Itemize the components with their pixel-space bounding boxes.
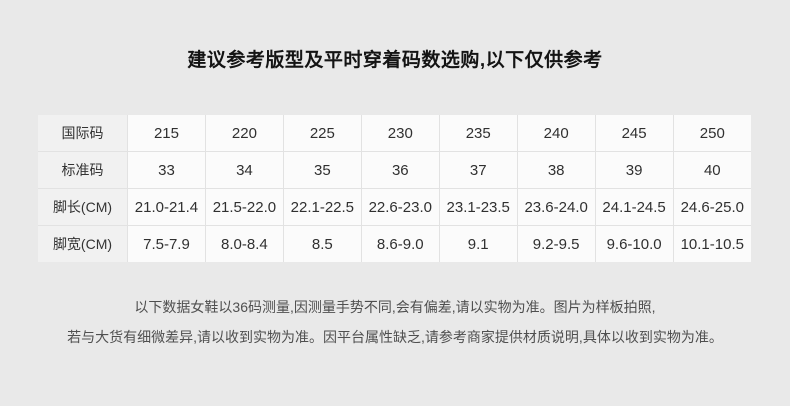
row-header-foot-length: 脚长(CM) xyxy=(38,188,128,226)
table-cell: 7.5-7.9 xyxy=(127,225,206,262)
row-header-foot-width: 脚宽(CM) xyxy=(38,225,128,262)
row-header-standard-size: 标准码 xyxy=(38,151,128,189)
table-cell: 40 xyxy=(672,151,751,189)
table-cell: 240 xyxy=(516,115,596,152)
table-cell: 21.0-21.4 xyxy=(127,188,206,226)
page-title: 建议参考版型及平时穿着码数选购,以下仅供参考 xyxy=(187,50,603,71)
table-cell: 9.2-9.5 xyxy=(516,225,596,262)
table-cell: 10.1-10.5 xyxy=(672,225,751,262)
table-cell: 220 xyxy=(204,115,284,152)
disclaimer-line-1: 以下数据女鞋以36码测量,因测量手势不同,会有偏差,请以实物为准。图片为样板拍照… xyxy=(134,299,656,315)
disclaimer-line-2: 若与大货有细微差异,请以收到实物为准。因平台属性缺乏,请参考商家提供材质说明,具… xyxy=(67,329,723,345)
table-cell: 8.5 xyxy=(282,225,362,262)
table-cell: 39 xyxy=(594,151,674,189)
table-row-standard-size: 标准码 33 34 35 36 37 38 39 40 xyxy=(38,151,751,189)
table-cell: 36 xyxy=(360,151,440,189)
table-cell: 35 xyxy=(282,151,362,189)
table-cell: 21.5-22.0 xyxy=(204,188,284,226)
row-header-international-size: 国际码 xyxy=(38,115,128,152)
table-cell: 34 xyxy=(204,151,284,189)
table-cell: 225 xyxy=(282,115,362,152)
table-cell: 23.1-23.5 xyxy=(438,188,518,226)
table-row-foot-width: 脚宽(CM) 7.5-7.9 8.0-8.4 8.5 8.6-9.0 9.1 9… xyxy=(38,225,751,262)
table-cell: 22.1-22.5 xyxy=(282,188,362,226)
table-cell: 215 xyxy=(127,115,206,152)
table-cell: 8.6-9.0 xyxy=(360,225,440,262)
table-cell: 230 xyxy=(360,115,440,152)
table-cell: 24.1-24.5 xyxy=(594,188,674,226)
size-chart-table: 国际码 215 220 225 230 235 240 245 250 标准码 … xyxy=(38,115,751,262)
table-cell: 9.1 xyxy=(438,225,518,262)
table-row-international-size: 国际码 215 220 225 230 235 240 245 250 xyxy=(38,115,751,152)
table-cell: 250 xyxy=(672,115,751,152)
table-cell: 245 xyxy=(594,115,674,152)
table-cell: 23.6-24.0 xyxy=(516,188,596,226)
table-cell: 235 xyxy=(438,115,518,152)
table-cell: 9.6-10.0 xyxy=(594,225,674,262)
table-cell: 37 xyxy=(438,151,518,189)
disclaimer-notes: 以下数据女鞋以36码测量,因测量手势不同,会有偏差,请以实物为准。图片为样板拍照… xyxy=(0,292,790,352)
table-cell: 24.6-25.0 xyxy=(672,188,751,226)
table-cell: 22.6-23.0 xyxy=(360,188,440,226)
table-row-foot-length: 脚长(CM) 21.0-21.4 21.5-22.0 22.1-22.5 22.… xyxy=(38,188,751,226)
table-cell: 33 xyxy=(127,151,206,189)
table-cell: 8.0-8.4 xyxy=(204,225,284,262)
table-cell: 38 xyxy=(516,151,596,189)
